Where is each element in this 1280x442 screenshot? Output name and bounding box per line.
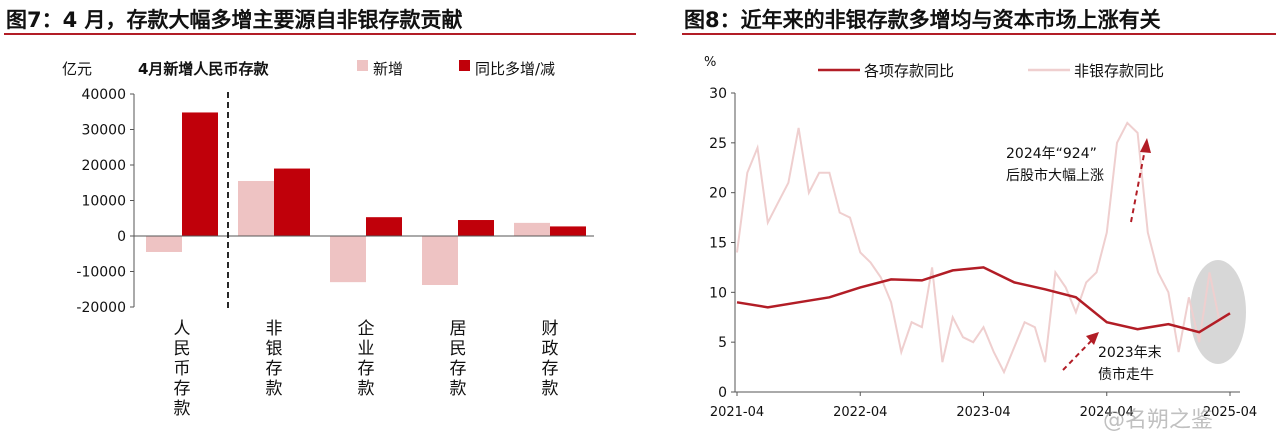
fig7-bar-yoy bbox=[366, 217, 402, 236]
fig8-y-tick-label: 0 bbox=[718, 385, 727, 401]
fig7-category-label-char: 人 bbox=[174, 319, 191, 339]
fig7-category-label-char: 银 bbox=[266, 339, 283, 359]
fig7-category-label-char: 款 bbox=[358, 379, 375, 399]
fig7-bar-new bbox=[422, 236, 458, 285]
fig8-x-tick-label: 2022-04 bbox=[833, 405, 887, 420]
fig7-category-label-char: 居 bbox=[450, 319, 467, 339]
fig8-y-tick-label: 20 bbox=[709, 186, 727, 202]
watermark-text: @名朔之鉴 bbox=[1103, 408, 1214, 433]
fig7-bars bbox=[146, 112, 586, 285]
fig8-arrowhead-2023 bbox=[1086, 332, 1099, 345]
fig7-chart-title: 4月新增人民币存款 bbox=[138, 60, 269, 78]
fig7-category-label-char: 企 bbox=[358, 319, 375, 339]
fig8-y-ticks: 30 25 20 15 10 5 0 bbox=[709, 86, 735, 401]
fig8-legend-label-total: 各项存款同比 bbox=[864, 62, 954, 80]
fig7-category-label-char: 款 bbox=[450, 379, 467, 399]
fig7-y-tick-label: 0 bbox=[117, 229, 126, 245]
fig7-category-label-char: 非 bbox=[266, 319, 283, 339]
fig8-y-tick-label: 15 bbox=[709, 236, 727, 252]
fig7-category-label-char: 民 bbox=[174, 339, 191, 359]
fig7-category-label-char: 款 bbox=[174, 399, 191, 419]
fig8-annotation-924-line2: 后股市大幅上涨 bbox=[1006, 167, 1104, 184]
fig7-category-label-char: 存 bbox=[174, 379, 191, 399]
fig7-category-label-char: 业 bbox=[358, 339, 375, 359]
fig8-x-tick-label: 2024-04 bbox=[1080, 405, 1134, 420]
fig7-bar-yoy bbox=[458, 220, 494, 236]
fig7-category-label-char: 款 bbox=[542, 379, 559, 399]
fig8-title: 图8：近年来的非银存款多增均与资本市场上涨有关 bbox=[684, 8, 1161, 32]
fig7-category-label-char: 款 bbox=[266, 379, 283, 399]
fig8-annotation-2023-line1: 2023年末 bbox=[1098, 345, 1162, 361]
fig8-arrow-924 bbox=[1130, 143, 1147, 223]
fig7-category-label-char: 民 bbox=[450, 339, 467, 359]
fig8-line-chart: % 各项存款同比 非银存款同比 30 25 20 15 10 5 0 2021-04 2022… bbox=[704, 55, 1257, 420]
fig8-x-ticks: 2021-04 2022-04 2023-04 2024-04 2025-04 bbox=[710, 392, 1257, 420]
fig8-annotation-924-line1: 2024年“924” bbox=[1006, 146, 1097, 162]
fig8-annotation-2023-line2: 债市走牛 bbox=[1098, 366, 1154, 383]
fig8-arrowhead-924 bbox=[1140, 138, 1151, 153]
fig7-bar-new bbox=[146, 236, 182, 252]
fig8-x-tick-label: 2021-04 bbox=[710, 405, 764, 420]
fig7-bar-new bbox=[514, 222, 550, 236]
fig7-y-tick-label: 40000 bbox=[81, 87, 126, 103]
fig8-y-axis-label: % bbox=[704, 55, 716, 70]
fig7-bar-new bbox=[330, 236, 366, 283]
fig8-y-tick-label: 10 bbox=[709, 285, 727, 301]
fig8-x-tick-label: 2025-04 bbox=[1203, 405, 1257, 420]
fig7-bar-new bbox=[238, 180, 274, 236]
fig7-legend-swatch-new bbox=[357, 60, 368, 71]
fig7-y-ticks: 40000 30000 20000 10000 0 -10000 -20000 bbox=[76, 87, 134, 316]
fig7-bar-yoy bbox=[274, 168, 310, 236]
fig7-category-label-char: 财 bbox=[542, 319, 559, 339]
fig8-x-tick-label: 2023-04 bbox=[956, 405, 1010, 420]
fig7-category-label-char: 币 bbox=[174, 359, 191, 379]
fig7-y-tick-label: -10000 bbox=[76, 265, 126, 281]
fig8-series-nonbank-line bbox=[736, 121, 1231, 375]
fig7-title: 图7：4 月，存款大幅多增主要源自非银存款贡献 bbox=[6, 8, 463, 32]
fig7-category-label-char: 存 bbox=[266, 359, 283, 379]
fig7-category-label-char: 存 bbox=[542, 359, 559, 379]
fig7-title-rule bbox=[4, 33, 636, 35]
fig7-category-label-char: 存 bbox=[358, 359, 375, 379]
fig8-y-tick-label: 5 bbox=[718, 335, 727, 351]
fig7-bar-chart: 亿元 4月新增人民币存款 新增 同比多增/减 40000 30000 20000 10… bbox=[62, 60, 594, 419]
fig8-y-tick-label: 25 bbox=[709, 136, 727, 152]
fig7-category-label-char: 存 bbox=[450, 359, 467, 379]
fig7-y-tick-label: 30000 bbox=[81, 123, 126, 139]
fig7-y-tick-label: 10000 bbox=[81, 194, 126, 210]
fig8-legend-label-nonbank: 非银存款同比 bbox=[1074, 62, 1164, 80]
fig8-title-rule bbox=[682, 33, 1276, 35]
fig7-legend-label-new: 新增 bbox=[373, 60, 403, 78]
fig7-bar-yoy bbox=[550, 226, 586, 236]
fig7-y-tick-label: 20000 bbox=[81, 158, 126, 174]
fig7-legend-swatch-yoy bbox=[459, 60, 470, 71]
fig7-legend-label-yoy: 同比多增/减 bbox=[475, 60, 555, 78]
fig8-series-total-line bbox=[736, 266, 1231, 334]
fig7-category-label-char: 政 bbox=[542, 339, 559, 359]
fig7-bar-yoy bbox=[182, 112, 218, 236]
fig7-y-tick-label: -20000 bbox=[76, 300, 126, 316]
fig8-y-tick-label: 30 bbox=[709, 86, 727, 102]
fig8-arrow-2023 bbox=[1062, 337, 1095, 371]
fig7-y-axis-label: 亿元 bbox=[62, 60, 92, 78]
